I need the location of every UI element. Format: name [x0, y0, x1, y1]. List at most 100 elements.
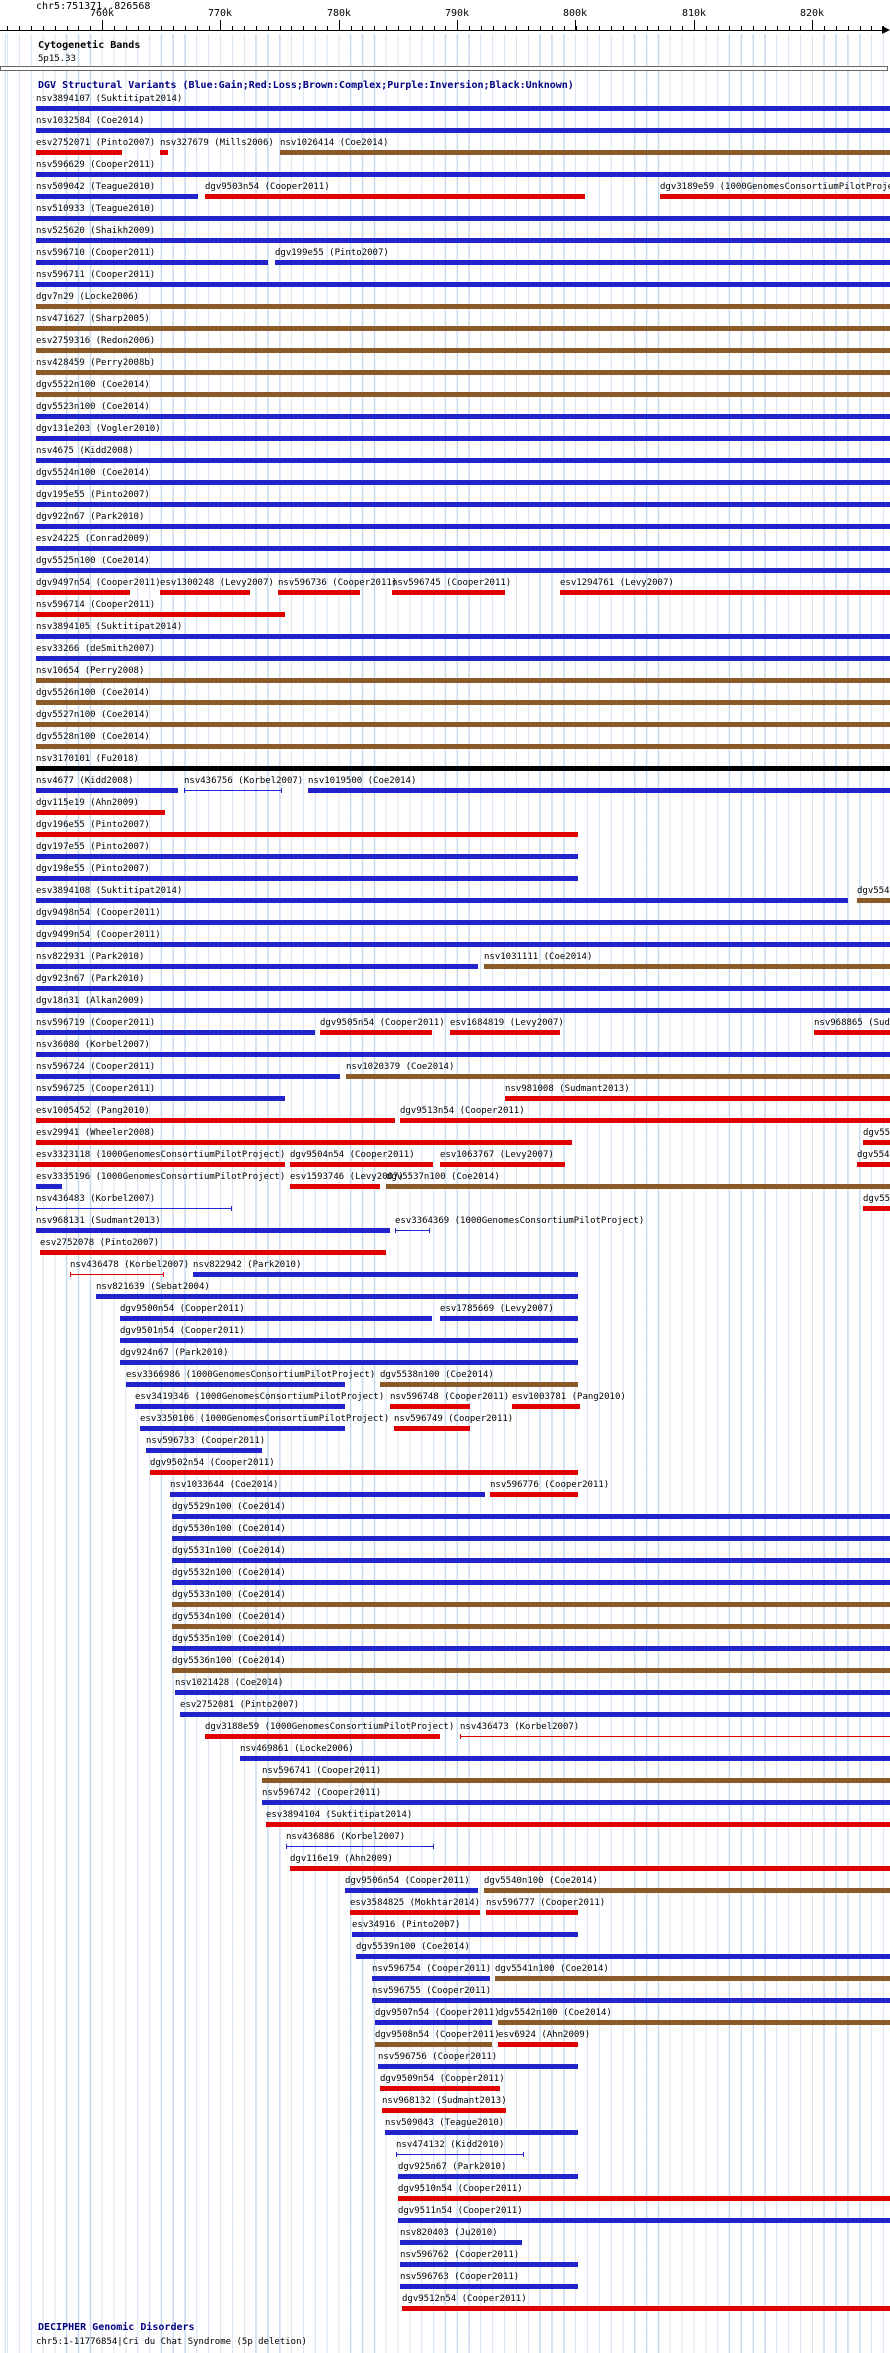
- variant-label[interactable]: esv1005452 (Pang2010): [36, 1106, 150, 1116]
- variant-bar[interactable]: [398, 2174, 578, 2179]
- variant-label[interactable]: dgv5523n100 (Coe2014): [36, 402, 150, 412]
- variant-bar[interactable]: [308, 788, 890, 793]
- variant-label[interactable]: nsv4677 (Kidd2008): [36, 776, 134, 786]
- variant-bar[interactable]: [36, 876, 578, 881]
- variant-bar[interactable]: [450, 1030, 560, 1035]
- variant-bar[interactable]: [240, 1756, 890, 1761]
- variant-label[interactable]: dgv9502n54 (Cooper2011): [150, 1458, 275, 1468]
- variant-label[interactable]: esv3894104 (Suktitipat2014): [266, 1810, 413, 1820]
- variant-label[interactable]: nsv822931 (Park2010): [36, 952, 145, 962]
- variant-bar[interactable]: [857, 898, 890, 903]
- variant-label[interactable]: dgv9510n54 (Cooper2011): [398, 2184, 523, 2194]
- decipher-entry[interactable]: chr5:1-11776854|Cri du Chat Syndrome (5p…: [36, 2337, 307, 2347]
- variant-bar[interactable]: [36, 282, 890, 287]
- variant-bar[interactable]: [36, 524, 890, 529]
- variant-bar[interactable]: [36, 590, 130, 595]
- variant-label[interactable]: dgv9498n54 (Cooper2011): [36, 908, 161, 918]
- variant-bar[interactable]: [70, 1272, 164, 1277]
- variant-bar[interactable]: [36, 172, 890, 177]
- variant-label[interactable]: dgv5527n100 (Coe2014): [36, 710, 150, 720]
- variant-label[interactable]: esv33266 (deSmith2007): [36, 644, 156, 654]
- variant-label[interactable]: nsv968865 (Sudmant2013): [814, 1018, 890, 1028]
- variant-label[interactable]: nsv3170101 (Fu2018): [36, 754, 139, 764]
- variant-bar[interactable]: [560, 590, 890, 595]
- variant-label[interactable]: dgv5529n100 (Coe2014): [172, 1502, 286, 1512]
- variant-bar[interactable]: [36, 986, 890, 991]
- variant-label[interactable]: nsv509043 (Teague2010): [385, 2118, 505, 2128]
- variant-label[interactable]: esv29941 (Wheeler2008): [36, 1128, 156, 1138]
- variant-label[interactable]: dgv5528n100 (Coe2014): [36, 732, 150, 742]
- variant-bar[interactable]: [512, 1404, 580, 1409]
- variant-label[interactable]: esv2752078 (Pinto2007): [40, 1238, 160, 1248]
- variant-label[interactable]: dgv55: [863, 1194, 890, 1204]
- variant-bar[interactable]: [390, 1404, 470, 1409]
- variant-label[interactable]: dgv9511n54 (Cooper2011): [398, 2206, 523, 2216]
- variant-label[interactable]: dgv554: [857, 1150, 890, 1160]
- variant-bar[interactable]: [36, 788, 178, 793]
- variant-bar[interactable]: [278, 590, 360, 595]
- variant-bar[interactable]: [460, 1734, 890, 1739]
- variant-bar[interactable]: [40, 1250, 386, 1255]
- variant-label[interactable]: nsv474132 (Kidd2010): [396, 2140, 505, 2150]
- variant-bar[interactable]: [378, 2064, 578, 2069]
- variant-bar[interactable]: [36, 238, 890, 243]
- variant-label[interactable]: dgv554: [857, 886, 890, 896]
- variant-bar[interactable]: [36, 106, 890, 111]
- variant-label[interactable]: nsv436756 (Korbel2007): [184, 776, 304, 786]
- variant-bar[interactable]: [402, 2306, 890, 2311]
- variant-bar[interactable]: [400, 2262, 578, 2267]
- variant-bar[interactable]: [36, 304, 890, 309]
- variant-bar[interactable]: [490, 1492, 578, 1497]
- variant-bar[interactable]: [172, 1514, 890, 1519]
- variant-bar[interactable]: [146, 1448, 262, 1453]
- variant-bar[interactable]: [36, 634, 890, 639]
- variant-bar[interactable]: [380, 2086, 500, 2091]
- variant-label[interactable]: nsv436886 (Korbel2007): [286, 1832, 406, 1842]
- variant-bar[interactable]: [382, 2108, 506, 2113]
- variant-bar[interactable]: [36, 1140, 572, 1145]
- variant-bar[interactable]: [135, 1404, 345, 1409]
- variant-bar[interactable]: [36, 1184, 62, 1189]
- variant-bar[interactable]: [36, 942, 890, 947]
- variant-bar[interactable]: [262, 1778, 890, 1783]
- variant-label[interactable]: esv2752071 (Pinto2007): [36, 138, 156, 148]
- variant-label[interactable]: nsv3894105 (Suktitipat2014): [36, 622, 183, 632]
- variant-bar[interactable]: [36, 194, 198, 199]
- variant-label[interactable]: nsv596755 (Cooper2011): [372, 1986, 492, 1996]
- variant-bar[interactable]: [172, 1536, 890, 1541]
- variant-bar[interactable]: [392, 590, 505, 595]
- variant-label[interactable]: nsv596725 (Cooper2011): [36, 1084, 156, 1094]
- variant-bar[interactable]: [320, 1030, 432, 1035]
- variant-label[interactable]: nsv525620 (Shaikh2009): [36, 226, 156, 236]
- variant-bar[interactable]: [498, 2020, 890, 2025]
- variant-label[interactable]: nsv471627 (Sharp2005): [36, 314, 150, 324]
- variant-label[interactable]: nsv596724 (Cooper2011): [36, 1062, 156, 1072]
- variant-bar[interactable]: [396, 2152, 524, 2157]
- variant-bar[interactable]: [290, 1866, 890, 1871]
- variant-label[interactable]: esv1593746 (Levy2007): [290, 1172, 404, 1182]
- variant-bar[interactable]: [400, 1118, 890, 1123]
- variant-bar[interactable]: [36, 810, 165, 815]
- variant-label[interactable]: nsv596710 (Cooper2011): [36, 248, 156, 258]
- variant-label[interactable]: nsv820403 (Ju2010): [400, 2228, 498, 2238]
- variant-bar[interactable]: [36, 392, 890, 397]
- variant-label[interactable]: esv1294761 (Levy2007): [560, 578, 674, 588]
- variant-bar[interactable]: [36, 612, 285, 617]
- variant-label[interactable]: nsv596776 (Cooper2011): [490, 1480, 610, 1490]
- variant-label[interactable]: dgv5525n100 (Coe2014): [36, 556, 150, 566]
- variant-bar[interactable]: [814, 1030, 890, 1035]
- variant-bar[interactable]: [280, 150, 890, 155]
- variant-label[interactable]: nsv1032584 (Coe2014): [36, 116, 145, 126]
- variant-bar[interactable]: [346, 1074, 890, 1079]
- variant-label[interactable]: nsv596762 (Cooper2011): [400, 2250, 520, 2260]
- variant-label[interactable]: nsv4675 (Kidd2008): [36, 446, 134, 456]
- variant-bar[interactable]: [36, 260, 268, 265]
- variant-label[interactable]: nsv436473 (Korbel2007): [460, 1722, 580, 1732]
- variant-bar[interactable]: [184, 788, 282, 793]
- variant-bar[interactable]: [350, 1910, 480, 1915]
- variant-label[interactable]: dgv9509n54 (Cooper2011): [380, 2074, 505, 2084]
- variant-bar[interactable]: [36, 766, 890, 771]
- variant-label[interactable]: esv24225 (Conrad2009): [36, 534, 150, 544]
- variant-label[interactable]: nsv469861 (Locke2006): [240, 1744, 354, 1754]
- variant-label[interactable]: dgv9512n54 (Cooper2011): [402, 2294, 527, 2304]
